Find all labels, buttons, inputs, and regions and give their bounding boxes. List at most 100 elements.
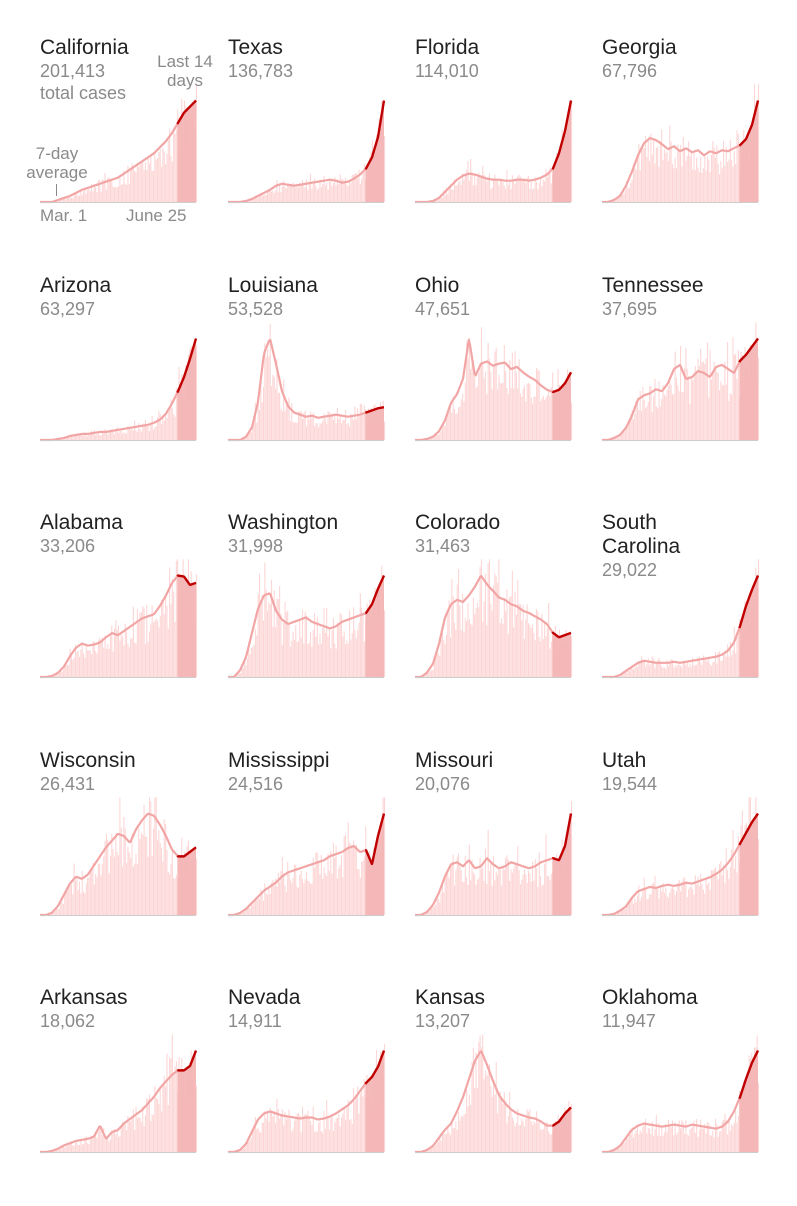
daily-bar xyxy=(671,385,672,440)
daily-bar xyxy=(726,147,727,202)
daily-bar xyxy=(196,575,197,677)
daily-bar xyxy=(287,185,288,202)
state-name-line: Carolina xyxy=(602,535,680,558)
daily-bar xyxy=(102,433,103,440)
daily-bar xyxy=(477,880,478,915)
daily-bar xyxy=(90,651,91,677)
daily-bar xyxy=(332,874,333,915)
daily-bar xyxy=(700,662,701,677)
daily-bar xyxy=(502,624,503,677)
daily-bar xyxy=(445,195,446,202)
daily-bar xyxy=(82,1145,83,1152)
daily-bar xyxy=(469,181,470,202)
daily-bar xyxy=(101,640,102,677)
daily-bar xyxy=(684,663,685,677)
daily-bar xyxy=(275,627,276,677)
daily-bar xyxy=(758,839,759,915)
daily-bar xyxy=(140,1118,141,1152)
daily-bar xyxy=(485,574,486,677)
state-name: California xyxy=(40,36,129,60)
daily-bar xyxy=(313,630,314,677)
daily-bar xyxy=(260,1133,261,1152)
daily-bar xyxy=(297,642,298,677)
daily-bar xyxy=(299,620,300,677)
daily-bar xyxy=(476,608,477,677)
daily-bar xyxy=(274,1111,275,1152)
daily-bar xyxy=(254,1130,255,1152)
daily-bar xyxy=(328,190,329,202)
daily-bar xyxy=(691,378,692,440)
daily-bar xyxy=(428,912,429,915)
daily-bar xyxy=(695,366,696,440)
daily-bar xyxy=(650,134,651,202)
daily-bar xyxy=(463,633,464,677)
daily-bar xyxy=(158,627,159,677)
daily-bar xyxy=(101,876,102,915)
daily-bar xyxy=(305,1114,306,1152)
daily-bar xyxy=(101,435,102,440)
daily-bar xyxy=(673,668,674,677)
daily-bar xyxy=(528,623,529,677)
daily-bar xyxy=(168,629,169,677)
daily-bar xyxy=(523,1122,524,1152)
daily-bar xyxy=(486,394,487,440)
daily-bar xyxy=(278,393,279,440)
recent-14-day-area xyxy=(177,1051,196,1152)
last-14-days-note-line2: days xyxy=(153,71,217,90)
daily-bar xyxy=(145,837,146,915)
daily-bar xyxy=(646,157,647,202)
daily-bar xyxy=(92,1137,93,1152)
daily-bar xyxy=(346,849,347,915)
daily-bar xyxy=(676,1135,677,1152)
daily-bar xyxy=(710,1135,711,1152)
daily-bar xyxy=(321,187,322,202)
daily-bar xyxy=(284,411,285,440)
recent-14-day-area xyxy=(739,576,758,677)
recent-14-day-area xyxy=(739,339,758,440)
daily-bar xyxy=(173,1072,174,1152)
daily-bar xyxy=(118,1137,119,1152)
daily-bar xyxy=(137,163,138,202)
daily-bar xyxy=(700,349,701,440)
daily-bar xyxy=(696,1119,697,1152)
daily-bar xyxy=(357,408,358,440)
daily-bar xyxy=(102,1135,103,1152)
daily-bar xyxy=(76,652,77,677)
daily-bar xyxy=(153,171,154,202)
recent-14-day-area xyxy=(365,1051,384,1152)
daily-bar xyxy=(302,879,303,915)
daily-bar xyxy=(459,1121,460,1152)
daily-bar xyxy=(438,899,439,915)
daily-bar xyxy=(255,629,256,677)
daily-bar xyxy=(551,1134,552,1152)
daily-bar xyxy=(461,400,462,440)
daily-bar xyxy=(317,190,318,202)
daily-bar xyxy=(134,864,135,915)
daily-bar xyxy=(336,846,337,915)
daily-bar xyxy=(168,140,169,202)
daily-bar xyxy=(170,1059,171,1152)
daily-bar xyxy=(541,886,542,915)
daily-bar xyxy=(78,651,79,677)
daily-bar xyxy=(99,1126,100,1152)
daily-bar xyxy=(164,151,165,202)
daily-bar xyxy=(323,1111,324,1152)
daily-bar xyxy=(322,879,323,915)
daily-bar xyxy=(251,648,252,677)
daily-bar xyxy=(87,651,88,677)
daily-bar xyxy=(516,181,517,202)
daily-bar xyxy=(512,353,513,440)
daily-bar xyxy=(270,604,271,677)
daily-bar xyxy=(521,880,522,915)
daily-bar xyxy=(474,614,475,677)
daily-bar xyxy=(70,886,71,915)
daily-bar xyxy=(142,160,143,202)
daily-bar xyxy=(520,393,521,440)
daily-bar xyxy=(333,183,334,202)
daily-bar xyxy=(342,637,343,677)
daily-bar xyxy=(432,907,433,915)
daily-bar xyxy=(158,411,159,440)
daily-bar xyxy=(640,170,641,202)
